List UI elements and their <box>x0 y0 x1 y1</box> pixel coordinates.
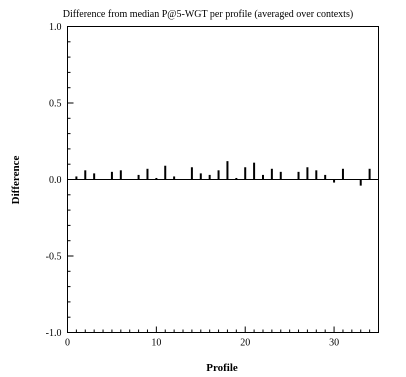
x-axis-title: Profile <box>206 362 238 374</box>
y-tick-label: -0.5 <box>46 252 62 263</box>
x-tick-label: 20 <box>240 338 250 349</box>
y-tick-label: -1.0 <box>46 328 62 339</box>
x-tick-label: 30 <box>329 338 339 349</box>
x-tick-label: 10 <box>151 338 161 349</box>
y-tick-label: 0.0 <box>49 175 62 186</box>
chart-title: Difference from median P@5-WGT per profi… <box>63 9 353 20</box>
y-tick-label: 1.0 <box>49 22 62 33</box>
y-axis-title: Difference <box>10 156 22 205</box>
y-tick-label: 0.5 <box>49 99 62 110</box>
x-tick-label: 0 <box>65 338 70 349</box>
